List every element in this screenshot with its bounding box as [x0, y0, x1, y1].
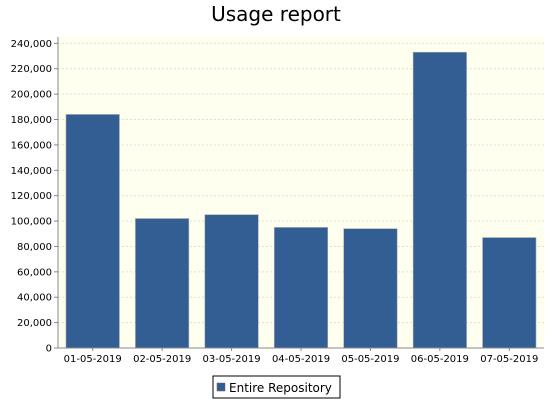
bar-02-05-2019 — [135, 218, 190, 349]
bar-04-05-2019 — [273, 227, 329, 349]
y-tick-label: 0 — [46, 344, 52, 355]
x-tick-label: 02-05-2019 — [133, 354, 191, 365]
bar-03-05-2019 — [204, 214, 259, 349]
chart-title: Usage report — [211, 2, 341, 26]
legend: Entire Repository — [212, 375, 341, 399]
y-tick-label: 60,000 — [17, 267, 52, 278]
y-tick-label: 220,000 — [11, 64, 52, 75]
legend-swatch — [216, 382, 226, 392]
x-tick-label: 04-05-2019 — [272, 354, 330, 365]
y-axis-ticks: 0 20,000 40,000 60,000 80,000 100,000 120,000 1… — [11, 39, 58, 355]
y-tick-label: 20,000 — [17, 318, 52, 329]
y-tick-label: 200,000 — [11, 90, 52, 101]
bar-01-05-2019 — [65, 114, 120, 349]
x-tick-label: 07-05-2019 — [480, 354, 538, 365]
x-tick-label: 06-05-2019 — [411, 354, 469, 365]
y-tick-label: 80,000 — [17, 242, 52, 253]
legend-box — [212, 375, 341, 399]
bar-07-05-2019 — [482, 237, 537, 349]
bar-05-05-2019 — [343, 228, 398, 349]
y-tick-label: 240,000 — [11, 39, 52, 50]
y-tick-label: 120,000 — [11, 191, 52, 202]
y-tick-label: 40,000 — [17, 293, 52, 304]
y-tick-label: 100,000 — [11, 217, 52, 228]
x-tick-label: 03-05-2019 — [203, 354, 261, 365]
y-tick-label: 160,000 — [11, 140, 52, 151]
bars — [65, 51, 537, 349]
y-tick-label: 180,000 — [11, 115, 52, 126]
x-tick-label: 01-05-2019 — [64, 354, 122, 365]
y-tick-label: 140,000 — [11, 166, 52, 177]
x-axis-ticks: 01-05-2019 02-05-2019 03-05-2019 04-05-2019… — [64, 348, 538, 365]
legend-label-entire-repository: Entire Repository — [229, 381, 332, 395]
x-tick-label: 05-05-2019 — [341, 354, 399, 365]
bar-06-05-2019 — [412, 51, 467, 349]
